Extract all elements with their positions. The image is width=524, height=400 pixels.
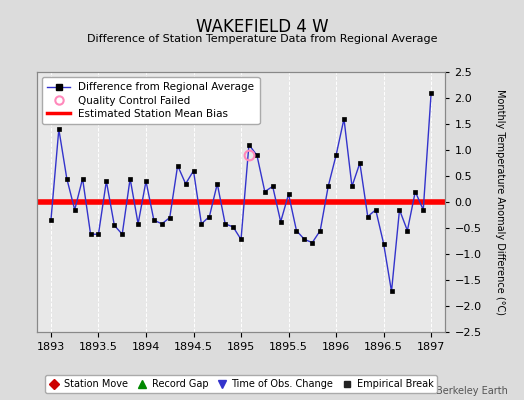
Text: Difference of Station Temperature Data from Regional Average: Difference of Station Temperature Data f… (87, 34, 437, 44)
Legend: Station Move, Record Gap, Time of Obs. Change, Empirical Break: Station Move, Record Gap, Time of Obs. C… (45, 375, 438, 393)
Text: WAKEFIELD 4 W: WAKEFIELD 4 W (195, 18, 329, 36)
Legend: Difference from Regional Average, Quality Control Failed, Estimated Station Mean: Difference from Regional Average, Qualit… (42, 77, 259, 124)
Text: Berkeley Earth: Berkeley Earth (436, 386, 508, 396)
Y-axis label: Monthly Temperature Anomaly Difference (°C): Monthly Temperature Anomaly Difference (… (495, 89, 506, 315)
